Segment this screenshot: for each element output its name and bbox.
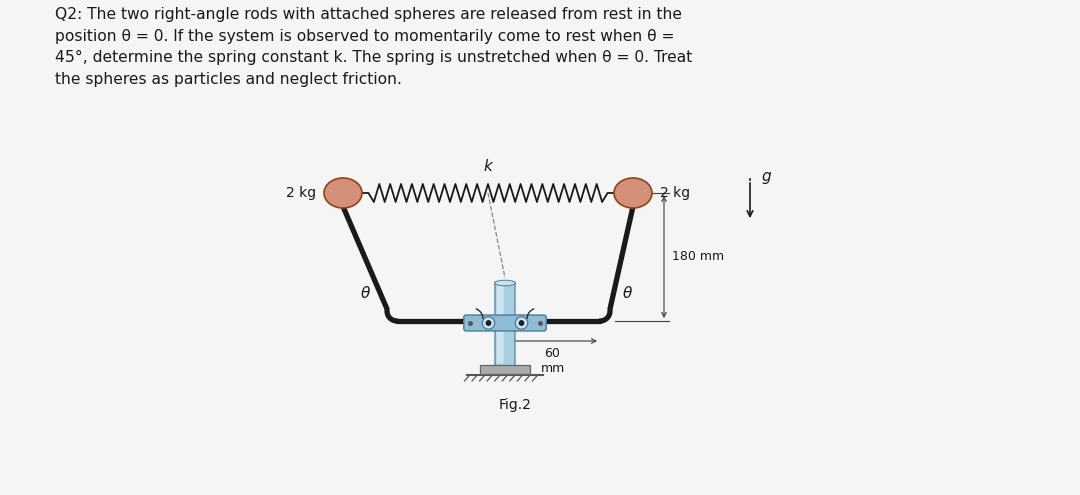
Circle shape (483, 317, 495, 329)
Text: θ: θ (622, 286, 632, 300)
Text: Fig.2: Fig.2 (499, 398, 531, 412)
FancyBboxPatch shape (463, 315, 546, 331)
Ellipse shape (615, 178, 652, 208)
FancyBboxPatch shape (497, 285, 503, 363)
Text: θ: θ (361, 286, 369, 300)
Text: Q2: The two right-angle rods with attached spheres are released from rest in the: Q2: The two right-angle rods with attach… (55, 7, 692, 87)
Circle shape (486, 320, 491, 326)
Circle shape (519, 320, 524, 326)
Ellipse shape (495, 280, 515, 286)
Text: k: k (484, 159, 492, 174)
Ellipse shape (324, 178, 362, 208)
Text: 2 kg: 2 kg (286, 186, 316, 200)
Text: 60
mm: 60 mm (540, 347, 565, 375)
Text: 180 mm: 180 mm (672, 250, 724, 263)
Text: g: g (762, 168, 771, 184)
Bar (480, 365, 530, 374)
FancyBboxPatch shape (495, 282, 515, 366)
Circle shape (515, 317, 528, 329)
Text: 2 kg: 2 kg (660, 186, 690, 200)
